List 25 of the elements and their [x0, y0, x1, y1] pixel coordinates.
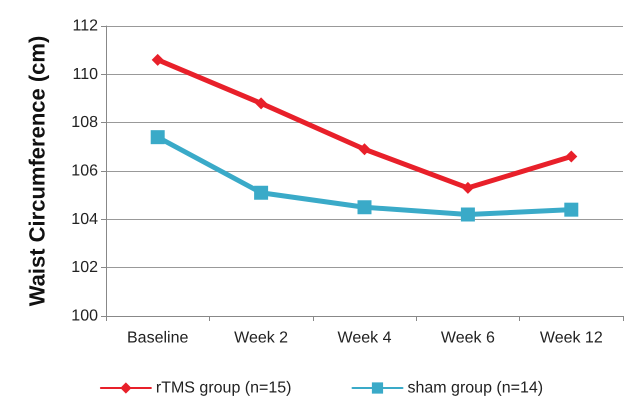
point [460, 208, 475, 222]
x-tick-label: Week 12 [540, 330, 603, 346]
point [254, 186, 268, 200]
point [358, 143, 370, 156]
point [462, 182, 474, 194]
y-tick-label: 112 [72, 18, 98, 34]
point [255, 97, 268, 110]
x-tick-label: Baseline [127, 330, 188, 346]
x-tick-label: Week 4 [338, 330, 392, 346]
point [565, 150, 578, 162]
legend-label: sham group (n=14) [407, 380, 544, 396]
y-tick-label: 108 [71, 114, 98, 132]
y-tick-label: 110 [72, 66, 98, 83]
x-tick-label: Week 6 [440, 330, 495, 346]
x-tick-label: Week 2 [234, 330, 288, 346]
y-tick-label: 102 [71, 259, 98, 276]
y-tick-label: 100 [71, 308, 98, 324]
y-axis-title: Waist Circumference (cm) [24, 36, 50, 306]
legend-label: rTMS group (n=15) [156, 380, 292, 396]
point [564, 202, 578, 217]
point [152, 54, 164, 66]
y-tick-label: 106 [71, 162, 98, 180]
point [150, 130, 165, 144]
y-tick-label: 104 [71, 210, 98, 228]
point [358, 200, 372, 214]
